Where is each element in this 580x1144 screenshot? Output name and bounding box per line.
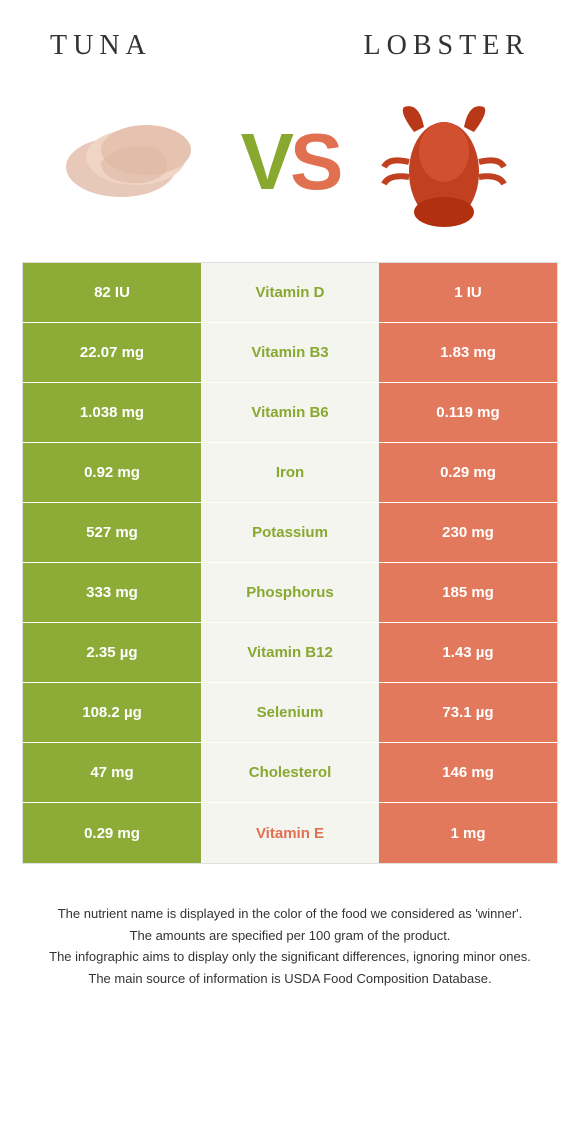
nutrient-table: 82 IUVitamin D1 IU22.07 mgVitamin B31.83… (22, 262, 558, 864)
right-value: 1.43 µg (379, 623, 557, 682)
nutrient-name: Vitamin E (201, 803, 379, 863)
vs-label: VS (241, 116, 340, 208)
left-value: 1.038 mg (23, 383, 201, 442)
right-value: 1.83 mg (379, 323, 557, 382)
footnote-line: The amounts are specified per 100 gram o… (20, 926, 560, 946)
right-value: 73.1 µg (379, 683, 557, 742)
nutrient-name: Vitamin B12 (201, 623, 379, 682)
table-row: 1.038 mgVitamin B60.119 mg (23, 383, 557, 443)
nutrient-name: Cholesterol (201, 743, 379, 802)
images-row: VS (0, 72, 580, 262)
table-row: 0.29 mgVitamin E1 mg (23, 803, 557, 863)
nutrient-name: Phosphorus (201, 563, 379, 622)
left-value: 47 mg (23, 743, 201, 802)
nutrient-name: Selenium (201, 683, 379, 742)
left-value: 333 mg (23, 563, 201, 622)
left-value: 108.2 µg (23, 683, 201, 742)
vs-v: V (241, 117, 290, 206)
tuna-image (51, 92, 221, 232)
table-row: 333 mgPhosphorus185 mg (23, 563, 557, 623)
nutrient-name: Vitamin D (201, 263, 379, 322)
vs-s: S (290, 117, 339, 206)
right-value: 0.29 mg (379, 443, 557, 502)
nutrient-name: Vitamin B3 (201, 323, 379, 382)
right-value: 1 IU (379, 263, 557, 322)
nutrient-name: Potassium (201, 503, 379, 562)
table-row: 2.35 µgVitamin B121.43 µg (23, 623, 557, 683)
left-food-title: Tuna (50, 30, 152, 62)
nutrient-name: Vitamin B6 (201, 383, 379, 442)
right-food-title: Lobster (364, 30, 530, 62)
table-row: 82 IUVitamin D1 IU (23, 263, 557, 323)
table-row: 108.2 µgSelenium73.1 µg (23, 683, 557, 743)
table-row: 527 mgPotassium230 mg (23, 503, 557, 563)
left-value: 22.07 mg (23, 323, 201, 382)
right-value: 230 mg (379, 503, 557, 562)
table-row: 0.92 mgIron0.29 mg (23, 443, 557, 503)
left-value: 82 IU (23, 263, 201, 322)
left-value: 0.92 mg (23, 443, 201, 502)
footnotes: The nutrient name is displayed in the co… (0, 864, 580, 988)
right-value: 0.119 mg (379, 383, 557, 442)
right-value: 1 mg (379, 803, 557, 863)
nutrient-name: Iron (201, 443, 379, 502)
left-value: 0.29 mg (23, 803, 201, 863)
left-value: 2.35 µg (23, 623, 201, 682)
lobster-image (359, 92, 529, 232)
right-value: 185 mg (379, 563, 557, 622)
table-row: 22.07 mgVitamin B31.83 mg (23, 323, 557, 383)
header: Tuna Lobster (0, 0, 580, 72)
footnote-line: The main source of information is USDA F… (20, 969, 560, 989)
table-row: 47 mgCholesterol146 mg (23, 743, 557, 803)
footnote-line: The infographic aims to display only the… (20, 947, 560, 967)
left-value: 527 mg (23, 503, 201, 562)
footnote-line: The nutrient name is displayed in the co… (20, 904, 560, 924)
right-value: 146 mg (379, 743, 557, 802)
